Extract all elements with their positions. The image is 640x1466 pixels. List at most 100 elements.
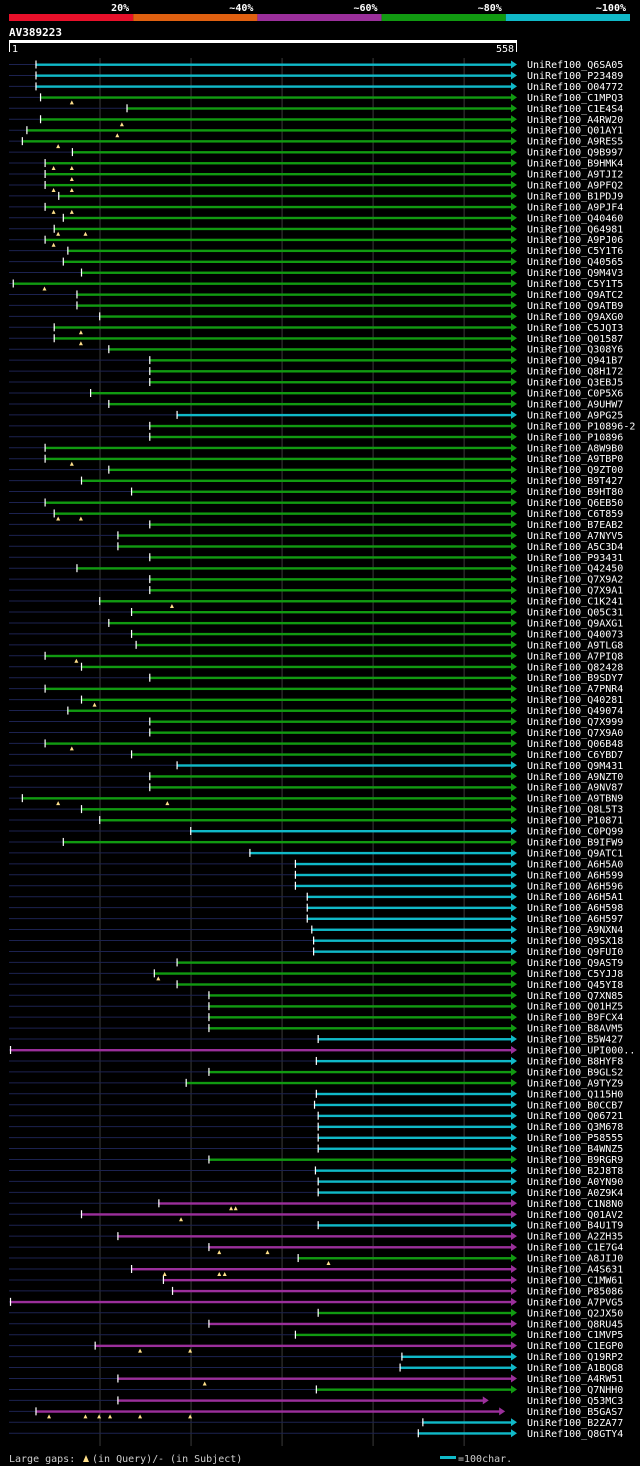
- hit-label[interactable]: UniRef100_B9IFW9: [527, 837, 623, 848]
- hit-label[interactable]: UniRef100_Q53MC3: [527, 1396, 623, 1407]
- hit-label[interactable]: UniRef100_Q9ATB9: [527, 301, 623, 312]
- hit-label[interactable]: UniRef100_Q82428: [527, 662, 623, 673]
- hit-label[interactable]: UniRef100_B9FCX4: [527, 1013, 623, 1024]
- hit-label[interactable]: UniRef100_A8JIJ0: [527, 1254, 623, 1265]
- hit-label[interactable]: UniRef100_B9RGR9: [527, 1155, 623, 1166]
- hit-label[interactable]: UniRef100_Q40281: [527, 695, 623, 706]
- hit-label[interactable]: UniRef100_Q115H0: [527, 1089, 623, 1100]
- hit-label[interactable]: UniRef100_Q8RU45: [527, 1319, 623, 1330]
- hit-label[interactable]: UniRef100_A0Z9K4: [527, 1188, 623, 1199]
- hit-label[interactable]: UniRef100_Q9AXG1: [527, 618, 623, 629]
- hit-label[interactable]: UniRef100_A5C3D4: [527, 542, 623, 553]
- hit-label[interactable]: UniRef100_A7NYV5: [527, 531, 623, 542]
- hit-label[interactable]: UniRef100_C1EGP0: [527, 1341, 623, 1352]
- hit-label[interactable]: UniRef100_B0CCB7: [527, 1100, 623, 1111]
- hit-label[interactable]: UniRef100_Q40565: [527, 257, 623, 268]
- hit-label[interactable]: UniRef100_A6H599: [527, 870, 623, 881]
- hit-label[interactable]: UniRef100_P10896: [527, 432, 623, 443]
- hit-label[interactable]: UniRef100_Q01AY1: [527, 126, 623, 137]
- hit-label[interactable]: UniRef100_P85086: [527, 1286, 623, 1297]
- hit-label[interactable]: UniRef100_B5W427: [527, 1035, 623, 1046]
- hit-label[interactable]: UniRef100_B9HT80: [527, 487, 623, 498]
- hit-label[interactable]: UniRef100_Q9ATC2: [527, 290, 623, 301]
- hit-label[interactable]: UniRef100_A4RW20: [527, 115, 623, 126]
- hit-label[interactable]: UniRef100_A6H5A0: [527, 859, 623, 870]
- hit-label[interactable]: UniRef100_C5YJJ8: [527, 969, 623, 980]
- hit-label[interactable]: UniRef100_Q8L5T3: [527, 805, 623, 816]
- hit-label[interactable]: UniRef100_B9SDY7: [527, 673, 623, 684]
- hit-label[interactable]: UniRef100_C6YBD7: [527, 750, 623, 761]
- hit-label[interactable]: UniRef100_Q42450: [527, 564, 623, 575]
- hit-label[interactable]: UniRef100_Q05C31: [527, 608, 623, 619]
- hit-label[interactable]: UniRef100_B8HYF8: [527, 1056, 623, 1067]
- hit-label[interactable]: UniRef100_Q06B48: [527, 739, 623, 750]
- hit-label[interactable]: UniRef100_Q2JX50: [527, 1308, 623, 1319]
- hit-label[interactable]: UniRef100_A7PIQ8: [527, 651, 623, 662]
- hit-label[interactable]: UniRef100_B1PDJ9: [527, 191, 623, 202]
- hit-label[interactable]: UniRef100_Q9SX18: [527, 936, 623, 947]
- hit-label[interactable]: UniRef100_Q6SA05: [527, 60, 623, 71]
- hit-label[interactable]: UniRef100_A6H598: [527, 903, 623, 914]
- hit-label[interactable]: UniRef100_A9PG25: [527, 410, 623, 421]
- hit-label[interactable]: UniRef100_Q8H172: [527, 367, 623, 378]
- hit-label[interactable]: UniRef100_Q308Y6: [527, 345, 623, 356]
- hit-label[interactable]: UniRef100_B9T427: [527, 476, 623, 487]
- hit-label[interactable]: UniRef100_Q3EBJ5: [527, 378, 623, 389]
- hit-label[interactable]: UniRef100_B8AVM5: [527, 1024, 623, 1035]
- hit-label[interactable]: UniRef100_P10896-2: [527, 421, 635, 432]
- hit-label[interactable]: UniRef100_Q01HZ5: [527, 1002, 623, 1013]
- hit-label[interactable]: UniRef100_C1E7G4: [527, 1243, 623, 1254]
- hit-label[interactable]: UniRef100_A9TBN9: [527, 794, 623, 805]
- hit-label[interactable]: UniRef100_A9UHW7: [527, 399, 623, 410]
- hit-label[interactable]: UniRef100_Q9B997: [527, 148, 623, 159]
- hit-label[interactable]: UniRef100_Q64981: [527, 224, 623, 235]
- hit-label[interactable]: UniRef100_UPI000..: [527, 1046, 635, 1057]
- hit-label[interactable]: UniRef100_Q01587: [527, 334, 623, 345]
- hit-label[interactable]: UniRef100_Q9ATC1: [527, 848, 623, 859]
- hit-label[interactable]: UniRef100_A6H597: [527, 914, 623, 925]
- hit-label[interactable]: UniRef100_Q9AXG0: [527, 312, 623, 323]
- hit-label[interactable]: UniRef100_P93431: [527, 553, 623, 564]
- hit-label[interactable]: UniRef100_B4U1T9: [527, 1221, 623, 1232]
- hit-label[interactable]: UniRef100_C1MVP5: [527, 1330, 623, 1341]
- hit-label[interactable]: UniRef100_A1BQG8: [527, 1363, 623, 1374]
- hit-label[interactable]: UniRef100_Q7X9A1: [527, 586, 623, 597]
- hit-label[interactable]: UniRef100_B9GLS2: [527, 1067, 623, 1078]
- hit-label[interactable]: UniRef100_C0PQ99: [527, 827, 623, 838]
- hit-label[interactable]: UniRef100_P58555: [527, 1133, 623, 1144]
- hit-label[interactable]: UniRef100_Q7NHH0: [527, 1385, 623, 1396]
- hit-label[interactable]: UniRef100_C0P5X6: [527, 389, 623, 400]
- hit-label[interactable]: UniRef100_A9TLG8: [527, 640, 623, 651]
- hit-label[interactable]: UniRef100_B7EAB2: [527, 520, 623, 531]
- hit-label[interactable]: UniRef100_Q19RP2: [527, 1352, 623, 1363]
- hit-label[interactable]: UniRef100_Q7X9A0: [527, 728, 623, 739]
- hit-label[interactable]: UniRef100_Q9M4V3: [527, 268, 623, 279]
- hit-label[interactable]: UniRef100_C1E4S4: [527, 104, 623, 115]
- hit-label[interactable]: UniRef100_Q7X9A2: [527, 575, 623, 586]
- hit-label[interactable]: UniRef100_A6H5A1: [527, 892, 623, 903]
- hit-label[interactable]: UniRef100_A9RES5: [527, 137, 623, 148]
- hit-label[interactable]: UniRef100_A4RW51: [527, 1374, 623, 1385]
- hit-label[interactable]: UniRef100_Q9AST9: [527, 958, 623, 969]
- hit-label[interactable]: UniRef100_Q3M678: [527, 1122, 623, 1133]
- hit-label[interactable]: UniRef100_A2ZH35: [527, 1232, 623, 1243]
- hit-label[interactable]: UniRef100_C1N8N0: [527, 1199, 623, 1210]
- hit-label[interactable]: UniRef100_A8W9B0: [527, 443, 623, 454]
- hit-label[interactable]: UniRef100_Q9ZT00: [527, 465, 623, 476]
- hit-label[interactable]: UniRef100_O04772: [527, 82, 623, 93]
- hit-label[interactable]: UniRef100_B9HMK4: [527, 159, 623, 170]
- hit-label[interactable]: UniRef100_Q7XN85: [527, 991, 623, 1002]
- hit-label[interactable]: UniRef100_A9TBP0: [527, 454, 623, 465]
- hit-label[interactable]: UniRef100_Q49074: [527, 706, 623, 717]
- hit-label[interactable]: UniRef100_A9TJI2: [527, 170, 623, 181]
- hit-label[interactable]: UniRef100_Q01AV2: [527, 1210, 623, 1221]
- hit-label[interactable]: UniRef100_A9NV87: [527, 783, 623, 794]
- hit-label[interactable]: UniRef100_Q45YI8: [527, 980, 623, 991]
- hit-label[interactable]: UniRef100_A9PFQ2: [527, 180, 623, 191]
- hit-label[interactable]: UniRef100_Q9FUI0: [527, 947, 623, 958]
- hit-label[interactable]: UniRef100_A6H596: [527, 881, 623, 892]
- hit-label[interactable]: UniRef100_Q7X999: [527, 717, 623, 728]
- hit-label[interactable]: UniRef100_P10871: [527, 816, 623, 827]
- hit-label[interactable]: UniRef100_Q6EB50: [527, 498, 623, 509]
- hit-label[interactable]: UniRef100_C5Y1T6: [527, 246, 623, 257]
